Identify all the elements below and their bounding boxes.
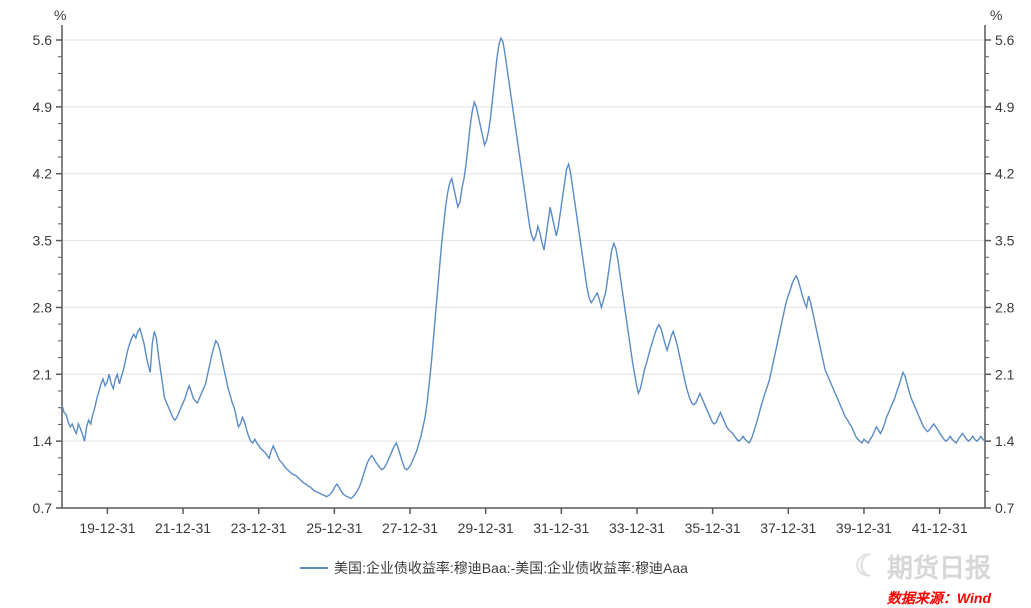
svg-text:1.4: 1.4 [33, 433, 53, 449]
svg-text:37-12-31: 37-12-31 [760, 520, 816, 536]
svg-text:31-12-31: 31-12-31 [533, 520, 589, 536]
svg-text:29-12-31: 29-12-31 [458, 520, 514, 536]
svg-text:39-12-31: 39-12-31 [836, 520, 892, 536]
svg-text:2.1: 2.1 [33, 366, 53, 382]
svg-text:3.5: 3.5 [995, 233, 1015, 249]
line-chart-svg: 0.7 0.7 1.4 1.4 2.1 2.1 2.8 2.8 3.5 3.5 4.2 4.2 4.9 4… [0, 0, 1031, 607]
wechat-icon: ☾ [854, 549, 881, 584]
svg-text:3.5: 3.5 [33, 233, 53, 249]
svg-text:33-12-31: 33-12-31 [609, 520, 665, 536]
svg-text:4.2: 4.2 [995, 166, 1015, 182]
svg-text:4.9: 4.9 [33, 99, 53, 115]
svg-text:2.1: 2.1 [995, 366, 1015, 382]
data-source-label: 数据来源：Wind [887, 588, 991, 608]
svg-text:27-12-31: 27-12-31 [382, 520, 438, 536]
svg-text:5.6: 5.6 [33, 32, 53, 48]
svg-text:1.4: 1.4 [995, 433, 1015, 449]
svg-text:4.2: 4.2 [33, 166, 53, 182]
svg-text:41-12-31: 41-12-31 [912, 520, 968, 536]
svg-text:0.7: 0.7 [995, 500, 1015, 516]
chart-legend: 美国:企业债收益率:穆迪Baa:-美国:企业债收益率:穆迪Aaa [300, 558, 688, 578]
svg-text:%: % [990, 7, 1002, 23]
svg-text:5.6: 5.6 [995, 32, 1015, 48]
watermark-futures-daily: ☾ 期货日报 [854, 548, 991, 585]
chart-container: 0.7 0.7 1.4 1.4 2.1 2.1 2.8 2.8 3.5 3.5 4.2 4.2 4.9 4… [0, 0, 1031, 607]
svg-text:%: % [54, 7, 66, 23]
svg-text:23-12-31: 23-12-31 [231, 520, 287, 536]
svg-text:25-12-31: 25-12-31 [306, 520, 362, 536]
legend-label: 美国:企业债收益率:穆迪Baa:-美国:企业债收益率:穆迪Aaa [334, 558, 688, 578]
svg-text:0.7: 0.7 [33, 500, 53, 516]
svg-text:35-12-31: 35-12-31 [685, 520, 741, 536]
legend-swatch-baa-aaa-spread [300, 567, 328, 569]
svg-text:2.8: 2.8 [995, 299, 1015, 315]
svg-text:2.8: 2.8 [33, 299, 53, 315]
svg-text:4.9: 4.9 [995, 99, 1015, 115]
svg-text:21-12-31: 21-12-31 [155, 520, 211, 536]
svg-text:19-12-31: 19-12-31 [79, 520, 135, 536]
